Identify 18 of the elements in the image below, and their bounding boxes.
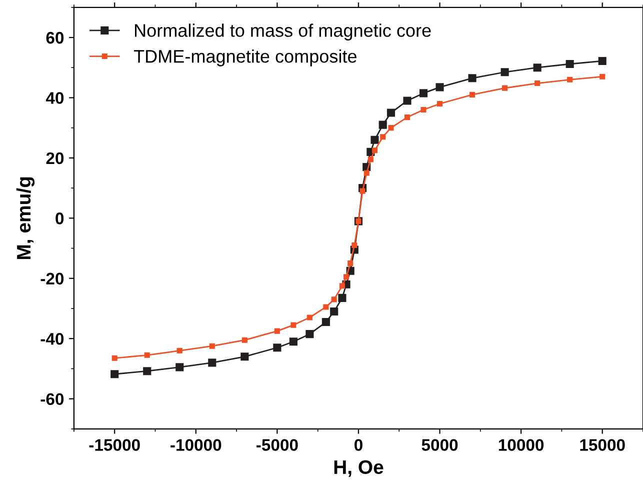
x-tick-label: 5000 [422,439,458,451]
y-tick-label: 0 [56,212,64,224]
y-tick-label: 20 [46,152,64,164]
legend-label: TDME-magnetite composite [134,50,356,66]
x-tick-label: 15000 [580,439,625,451]
y-tick-label: -60 [40,393,64,406]
y-tick-label: -40 [40,332,64,345]
x-tick-label: 10000 [498,439,544,451]
legend-label: Normalized to mass of magnetic core [135,24,431,40]
y-tick-label: 40 [46,92,64,104]
y-tick-label: -20 [40,272,64,285]
y-axis-title: M, emu/g [16,177,35,259]
x-tick-label: 0 [354,439,362,451]
y-tick-label: 60 [46,32,64,44]
x-tick-label: -15000 [89,439,140,451]
x-tick-label: -5000 [256,439,298,451]
x-tick-label: -10000 [170,439,222,451]
x-axis-title: H, Oe [334,460,384,477]
